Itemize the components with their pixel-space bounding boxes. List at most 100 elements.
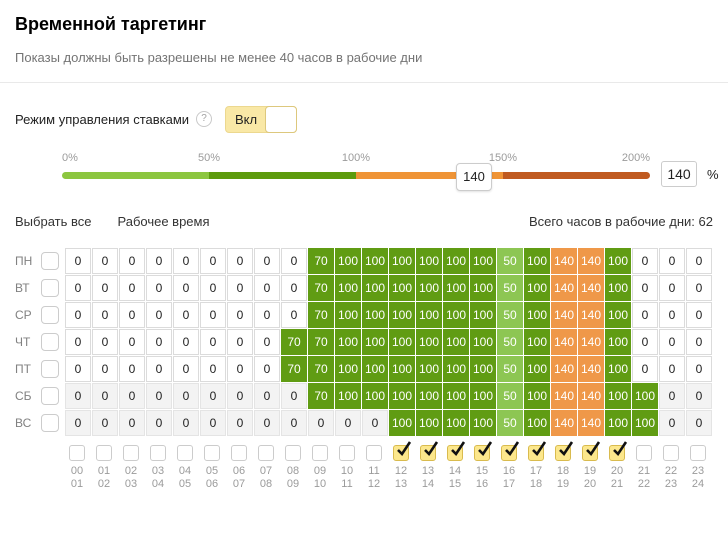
hour-cell[interactable]: 100 <box>524 248 550 274</box>
hour-cell[interactable]: 100 <box>362 329 388 355</box>
bid-slider-track[interactable] <box>62 172 650 179</box>
bid-slider-handle[interactable]: 140 <box>456 163 492 191</box>
hour-cell[interactable]: 0 <box>227 356 253 382</box>
hour-cell[interactable]: 0 <box>200 248 226 274</box>
hour-cell[interactable]: 0 <box>632 329 658 355</box>
day-checkbox-ПН[interactable] <box>41 252 59 270</box>
hour-cell[interactable]: 100 <box>470 383 496 409</box>
hour-cell[interactable]: 0 <box>659 275 685 301</box>
hour-cell[interactable]: 100 <box>443 275 469 301</box>
hour-column-checkbox[interactable] <box>96 445 112 461</box>
hour-cell[interactable]: 100 <box>416 410 442 436</box>
hour-cell[interactable]: 100 <box>389 302 415 328</box>
hour-cell[interactable]: 100 <box>389 410 415 436</box>
hour-cell[interactable]: 140 <box>578 302 604 328</box>
slider-track-segment[interactable] <box>356 172 503 179</box>
hour-cell[interactable]: 0 <box>200 329 226 355</box>
hour-column-checkbox[interactable] <box>474 441 493 461</box>
hour-cell[interactable]: 50 <box>497 248 523 274</box>
hour-cell[interactable]: 100 <box>605 356 631 382</box>
hour-cell[interactable]: 0 <box>227 248 253 274</box>
hour-cell[interactable]: 0 <box>173 248 199 274</box>
hour-cell[interactable]: 0 <box>659 383 685 409</box>
hour-cell[interactable]: 50 <box>497 329 523 355</box>
hour-cell[interactable]: 50 <box>497 383 523 409</box>
hour-cell[interactable]: 0 <box>173 329 199 355</box>
hour-cell[interactable]: 0 <box>686 383 712 409</box>
hour-cell[interactable]: 140 <box>551 302 577 328</box>
hour-column-checkbox[interactable] <box>528 441 547 461</box>
hour-cell[interactable]: 0 <box>200 275 226 301</box>
working-time-link[interactable]: Рабочее время <box>117 214 210 229</box>
hour-cell[interactable]: 100 <box>443 329 469 355</box>
hour-cell[interactable]: 0 <box>119 302 145 328</box>
hour-cell[interactable]: 140 <box>551 383 577 409</box>
hour-cell[interactable]: 100 <box>605 410 631 436</box>
hour-column-checkbox[interactable] <box>177 445 193 461</box>
hour-cell[interactable]: 140 <box>551 275 577 301</box>
hour-cell[interactable]: 0 <box>308 410 334 436</box>
hour-column-checkbox[interactable] <box>312 445 328 461</box>
hour-cell[interactable]: 0 <box>227 383 253 409</box>
hour-cell[interactable]: 70 <box>308 383 334 409</box>
hour-cell[interactable]: 0 <box>146 383 172 409</box>
hour-column-checkbox[interactable] <box>582 441 601 461</box>
hour-cell[interactable]: 0 <box>200 383 226 409</box>
hour-cell[interactable]: 100 <box>389 329 415 355</box>
hour-cell[interactable]: 100 <box>443 383 469 409</box>
hour-cell[interactable]: 0 <box>146 275 172 301</box>
hour-cell[interactable]: 0 <box>227 302 253 328</box>
slider-track-segment[interactable] <box>209 172 356 179</box>
hour-cell[interactable]: 0 <box>686 410 712 436</box>
hour-cell[interactable]: 100 <box>389 383 415 409</box>
hour-cell[interactable]: 0 <box>659 410 685 436</box>
hour-cell[interactable]: 100 <box>416 356 442 382</box>
hour-cell[interactable]: 100 <box>443 248 469 274</box>
hour-cell[interactable]: 0 <box>146 410 172 436</box>
hour-cell[interactable]: 100 <box>470 275 496 301</box>
hour-cell[interactable]: 0 <box>200 356 226 382</box>
hour-column-checkbox[interactable] <box>339 445 355 461</box>
hour-cell[interactable]: 0 <box>92 302 118 328</box>
hour-cell[interactable]: 50 <box>497 410 523 436</box>
slider-track-segment[interactable] <box>503 172 650 179</box>
hour-cell[interactable]: 0 <box>281 275 307 301</box>
hour-cell[interactable]: 0 <box>92 410 118 436</box>
hour-cell[interactable]: 0 <box>119 329 145 355</box>
hour-cell[interactable]: 100 <box>416 383 442 409</box>
hour-cell[interactable]: 100 <box>470 248 496 274</box>
hour-cell[interactable]: 70 <box>308 302 334 328</box>
hour-cell[interactable]: 100 <box>335 275 361 301</box>
hour-cell[interactable]: 100 <box>632 383 658 409</box>
hour-cell[interactable]: 100 <box>443 356 469 382</box>
hour-cell[interactable]: 0 <box>200 410 226 436</box>
hour-column-checkbox[interactable] <box>123 445 139 461</box>
hour-cell[interactable]: 0 <box>686 275 712 301</box>
day-checkbox-ЧТ[interactable] <box>41 333 59 351</box>
hour-cell[interactable]: 0 <box>146 248 172 274</box>
hour-cell[interactable]: 140 <box>551 329 577 355</box>
hour-cell[interactable]: 0 <box>632 302 658 328</box>
hour-cell[interactable]: 0 <box>659 302 685 328</box>
hour-cell[interactable]: 140 <box>578 248 604 274</box>
hour-cell[interactable]: 140 <box>578 275 604 301</box>
hour-cell[interactable]: 140 <box>578 383 604 409</box>
hour-cell[interactable]: 0 <box>281 248 307 274</box>
hour-cell[interactable]: 100 <box>470 410 496 436</box>
hour-cell[interactable]: 100 <box>335 329 361 355</box>
hour-cell[interactable]: 0 <box>686 329 712 355</box>
hour-cell[interactable]: 0 <box>686 356 712 382</box>
hour-cell[interactable]: 0 <box>227 275 253 301</box>
hour-cell[interactable]: 0 <box>92 329 118 355</box>
hour-cell[interactable]: 100 <box>416 329 442 355</box>
hour-cell[interactable]: 0 <box>659 356 685 382</box>
hour-cell[interactable]: 0 <box>254 275 280 301</box>
hour-cell[interactable]: 70 <box>308 248 334 274</box>
hour-cell[interactable]: 100 <box>443 410 469 436</box>
hour-cell[interactable]: 70 <box>281 356 307 382</box>
hour-cell[interactable]: 50 <box>497 356 523 382</box>
hour-cell[interactable]: 100 <box>362 275 388 301</box>
hour-cell[interactable]: 70 <box>281 329 307 355</box>
hour-cell[interactable]: 100 <box>524 275 550 301</box>
hour-cell[interactable]: 100 <box>605 329 631 355</box>
